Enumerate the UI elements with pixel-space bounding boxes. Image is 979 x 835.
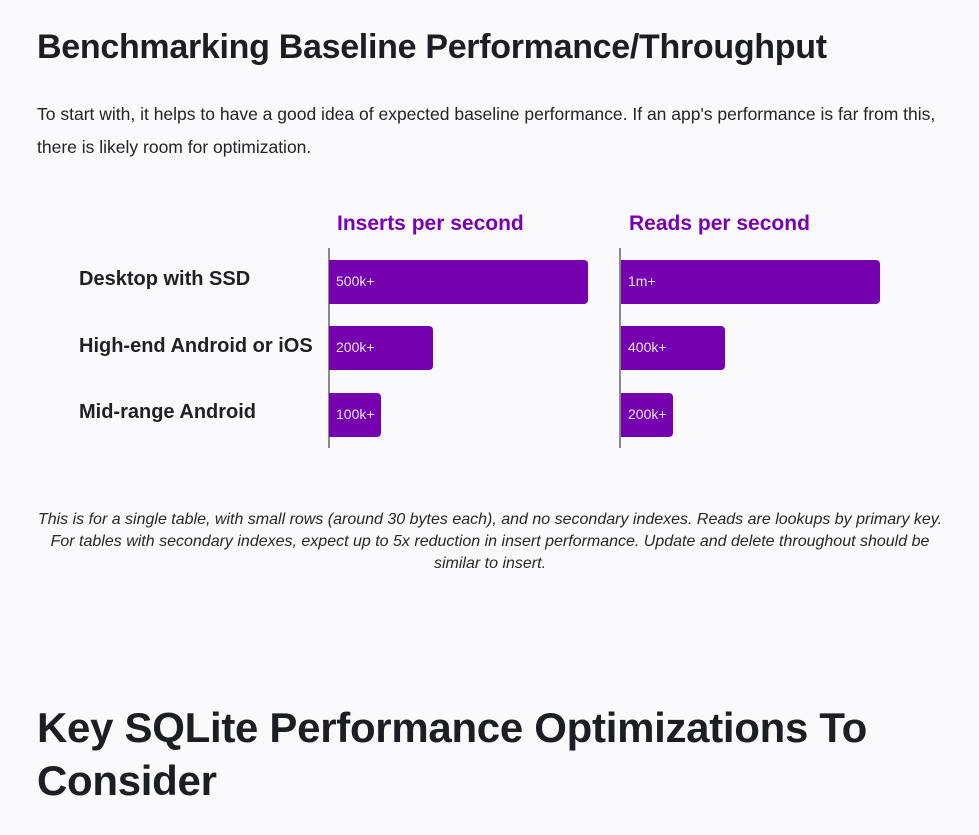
intro-paragraph: To start with, it helps to have a good i… xyxy=(37,104,936,157)
note-line-2: For tables with secondary indexes, expec… xyxy=(50,533,930,572)
section-heading-optimizations: Key SQLite Performance Optimizations To … xyxy=(37,704,868,804)
section-heading-benchmarking: Benchmarking Baseline Performance/Throug… xyxy=(37,28,827,66)
category-label: Desktop with SSD xyxy=(79,268,251,290)
bar-inserts: 100k+ xyxy=(329,393,381,437)
bar-value-label: 200k+ xyxy=(628,406,667,422)
bar-reads: 400k+ xyxy=(621,326,725,370)
bar-value-label: 400k+ xyxy=(628,339,667,355)
series-title-reads: Reads per second xyxy=(629,212,810,235)
throughput-chart: Inserts per second Reads per second Desk… xyxy=(0,200,979,460)
bar-value-label: 100k+ xyxy=(336,406,375,422)
bar-reads: 200k+ xyxy=(621,393,673,437)
bar-value-label: 200k+ xyxy=(336,339,375,355)
category-label: Mid-range Android xyxy=(79,401,257,423)
axis-line-reads xyxy=(619,248,621,448)
bar-inserts: 200k+ xyxy=(329,326,433,370)
bar-inserts: 500k+ xyxy=(329,260,588,304)
bar-value-label: 500k+ xyxy=(336,273,375,289)
category-label: High-end Android or iOS xyxy=(79,335,313,357)
chart-notes: This is for a single table, with small r… xyxy=(30,509,950,575)
note-line-1: This is for a single table, with small r… xyxy=(37,511,943,528)
bar-reads: 1m+ xyxy=(621,260,880,304)
bar-value-label: 1m+ xyxy=(628,273,656,289)
series-title-inserts: Inserts per second xyxy=(337,212,524,235)
